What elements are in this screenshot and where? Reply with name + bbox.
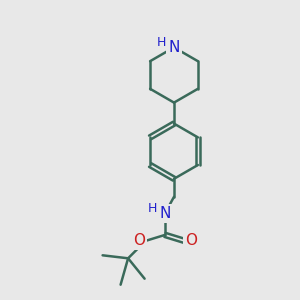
Text: O: O: [185, 233, 197, 248]
Text: O: O: [133, 233, 145, 248]
Text: H: H: [148, 202, 157, 215]
Text: N: N: [168, 40, 180, 55]
Text: H: H: [157, 35, 166, 49]
Text: N: N: [159, 206, 171, 221]
